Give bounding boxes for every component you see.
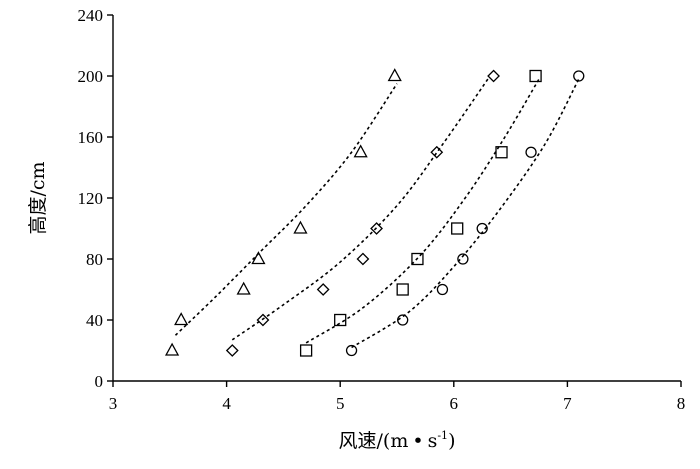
data-point-triangle: [251, 251, 266, 265]
data-point-circle: [457, 253, 469, 265]
axes: [112, 15, 681, 382]
data-point-diamond: [487, 69, 500, 83]
data-point-square: [299, 344, 313, 357]
x-tick-label: 3: [109, 394, 118, 413]
data-point-circle: [525, 146, 537, 158]
data-point-square: [495, 146, 508, 159]
data-point-triangle: [387, 68, 402, 82]
trend-line: [174, 83, 398, 336]
data-point-diamond: [430, 145, 444, 159]
trendlines: [174, 78, 580, 349]
data-point-triangle: [164, 342, 180, 356]
data-point-circle: [573, 70, 585, 82]
x-tick-label: 6: [450, 394, 459, 413]
y-axis-title: 高度/cm: [27, 161, 49, 234]
trend-line: [351, 78, 580, 349]
data-point-circle: [345, 344, 358, 357]
data-point-triangle: [353, 144, 368, 158]
data-point-diamond: [370, 222, 383, 235]
data-point-diamond: [316, 283, 330, 296]
data-point-diamond: [356, 252, 370, 266]
x-tick-label: 4: [222, 394, 231, 413]
y-tick-label: 120: [78, 189, 104, 208]
y-tick-label: 160: [78, 128, 104, 147]
y-tick-label: 240: [78, 6, 104, 25]
data-point-square: [411, 252, 424, 266]
data-point-circle: [476, 222, 488, 235]
y-tick-label: 80: [86, 250, 103, 269]
data-point-triangle: [293, 220, 308, 234]
markers: [164, 68, 585, 357]
data-point-square: [451, 222, 464, 235]
x-tick-label: 7: [563, 394, 572, 413]
y-tick-label: 0: [95, 372, 104, 391]
trend-line: [305, 78, 540, 344]
y-tick-label: 40: [86, 311, 103, 330]
y-tick-label: 200: [78, 67, 104, 86]
data-point-square: [529, 69, 542, 83]
data-point-square: [396, 283, 409, 296]
data-point-square: [334, 313, 347, 327]
data-point-triangle: [174, 312, 189, 326]
data-point-diamond: [225, 344, 239, 357]
data-point-triangle: [236, 281, 251, 295]
data-point-circle: [397, 314, 409, 326]
data-point-circle: [436, 283, 449, 296]
x-axis-title: 风速/(m • s-1): [339, 429, 456, 452]
data-point-diamond: [256, 313, 270, 327]
x-tick-label: 5: [336, 394, 345, 413]
trend-line: [231, 78, 489, 341]
x-tick-label: 8: [677, 394, 686, 413]
